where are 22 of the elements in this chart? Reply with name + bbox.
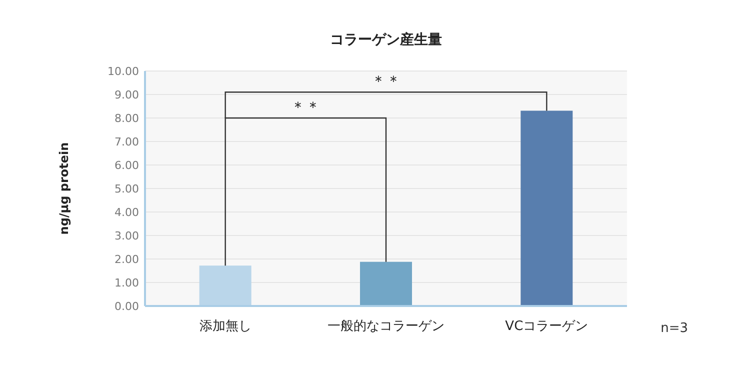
bar xyxy=(199,266,252,306)
y-tick-label: 3.00 xyxy=(114,230,139,242)
annotation: ＊＊ xyxy=(290,98,321,116)
x-tick-label: 添加無し xyxy=(199,319,252,334)
y-tick-label: 1.00 xyxy=(114,276,139,290)
y-tick-label: 9.00 xyxy=(114,88,139,102)
annotation: ＊＊ xyxy=(371,72,401,90)
x-tick-label: VCコラーゲン xyxy=(505,319,588,334)
y-tick-label: 7.00 xyxy=(114,136,139,148)
y-tick-label: 2.00 xyxy=(114,253,139,266)
bar xyxy=(360,262,412,306)
bar xyxy=(520,110,573,306)
y-tick-label: 0.00 xyxy=(114,300,139,313)
chart-title: コラーゲン産生量 xyxy=(330,31,442,48)
y-tick-label: 5.00 xyxy=(114,182,139,196)
y-tick-label: 8.00 xyxy=(114,112,139,125)
text: n=3 xyxy=(660,321,688,336)
y-tick-label: 6.00 xyxy=(114,159,139,172)
y-axis-title: ng/μg protein xyxy=(57,142,71,235)
x-tick-label: 一般的なコラーゲン xyxy=(328,319,444,334)
y-tick-label: 4.00 xyxy=(114,206,139,219)
y-tick-label: 10.00 xyxy=(108,65,139,78)
